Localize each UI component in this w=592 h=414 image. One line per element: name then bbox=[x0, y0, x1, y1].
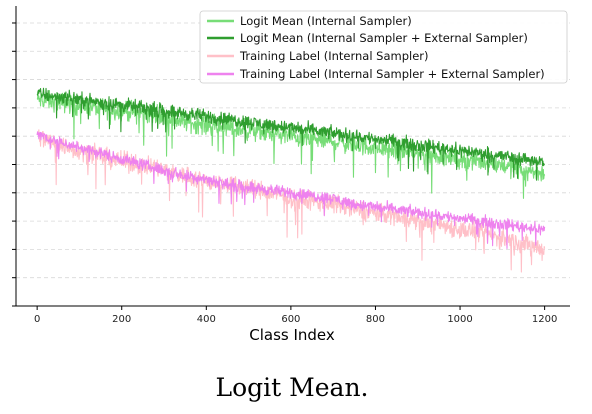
x-tick-label: 800 bbox=[366, 314, 385, 325]
figure-caption: Logit Mean. bbox=[216, 373, 369, 402]
ticks: 0 200 400 600 800 1000 1200 bbox=[12, 22, 557, 325]
legend-label-training-label-internal-external: Training Label (Internal Sampler + Exter… bbox=[239, 67, 545, 81]
x-tick-label: 600 bbox=[281, 314, 300, 325]
x-tick-label: 1000 bbox=[447, 314, 472, 325]
x-tick-label: 0 bbox=[34, 314, 40, 325]
legend-label-logit-mean-internal: Logit Mean (Internal Sampler) bbox=[240, 14, 412, 28]
legend: Logit Mean (Internal Sampler) Logit Mean… bbox=[199, 10, 568, 84]
x-tick-label: 400 bbox=[197, 314, 216, 325]
x-tick-label: 1200 bbox=[532, 314, 557, 325]
axes bbox=[15, 6, 570, 307]
series-line-logit-mean-internal bbox=[36, 89, 546, 199]
x-tick-label: 200 bbox=[112, 314, 131, 325]
series-line-training-label-internal-external bbox=[36, 131, 546, 249]
legend-label-logit-mean-internal-external: Logit Mean (Internal Sampler + External … bbox=[240, 31, 528, 45]
legend-box bbox=[199, 10, 568, 84]
series-lines bbox=[36, 87, 546, 273]
series-line-logit-mean-internal-external bbox=[36, 87, 545, 181]
x-axis-title: Class Index bbox=[249, 326, 335, 344]
legend-label-training-label-internal: Training Label (Internal Sampler) bbox=[239, 49, 429, 63]
